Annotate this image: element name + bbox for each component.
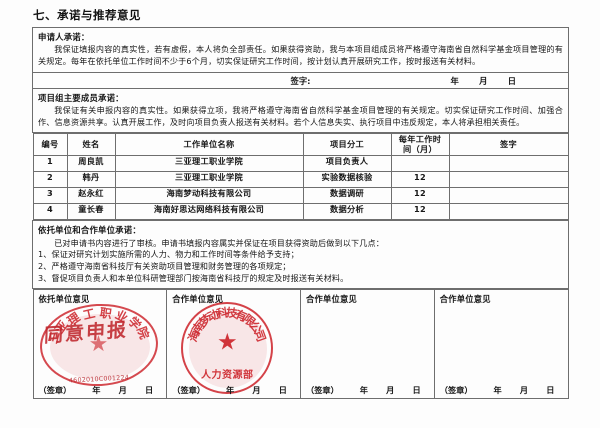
member-name: 周良凯 xyxy=(66,155,116,173)
member-hours xyxy=(390,155,450,173)
host-pledge-item-2: 2、严格遵守海南省科技厅有关资助项目管理和财务管理的各项规定； xyxy=(38,260,291,271)
host-pledge-intro: 已对申请书内容进行了审核。申请书填报内容属实并保证在项目获得资助后做到以下几点： xyxy=(54,237,384,248)
col-header-name: 姓名 xyxy=(66,133,116,157)
opinion-boxes-row: 依托单位意见 三亚理工职业学院 ★ 4602010C001224 同意申报 （签… xyxy=(32,289,569,400)
col-header-role-text: 项目分工 xyxy=(330,138,364,149)
member-signature[interactable] xyxy=(448,155,569,173)
page-title: 七、承诺与推荐意见 xyxy=(33,8,141,22)
opinion-box-title: 依托单位意见 xyxy=(38,294,90,305)
col-header-role: 项目分工 xyxy=(302,133,392,157)
table-row: 2 韩丹 三亚理工职业学院 实验数据核验 12 xyxy=(32,171,569,189)
seal-outer-ring xyxy=(181,302,274,395)
host-pledge-cell: 依托单位和合作单位承诺： 已对申请书内容进行了审核。申请书填报内容属实并保证在项… xyxy=(32,220,569,290)
applicant-pledge-row: 申请人承诺： 我保证填报内容的真实性，若有虚假，本人将负全部责任。如果获得资助，… xyxy=(32,27,569,73)
member-role: 数据调研 xyxy=(302,187,392,205)
member-table-header-row: 编号 姓名 工作单位名称 项目分工 每年工作时 间（ xyxy=(32,133,569,157)
seal-label: （签章） xyxy=(172,384,206,395)
company-seal-stamp: 海南梦动科技有限公司 ★ 人力资源部 xyxy=(181,302,274,395)
member-no: 1 xyxy=(32,155,68,173)
host-pledge-item-1: 1、保证对研究计划实施所需的人力、物力和工作时间等条件给予支持； xyxy=(38,249,299,260)
col-header-signature: 签字 xyxy=(448,133,569,157)
seal-label: （签章） xyxy=(439,384,473,395)
member-no: 3 xyxy=(32,187,68,205)
applicant-pledge-heading: 申请人承诺： xyxy=(38,32,90,42)
seal-department-text: 人力资源部 xyxy=(201,369,254,381)
member-org: 三亚理工职业学院 xyxy=(114,171,304,189)
opinion-box-footer: （签章） 年 月 日 xyxy=(301,383,434,396)
star-icon: ★ xyxy=(216,329,238,356)
member-pledge-row: 项目组主要成员承诺： 我保证有关申报内容的真实性。如果获得立项，我将严格遵守海南… xyxy=(32,87,569,134)
member-org: 海南好思达网络科技有限公司 xyxy=(114,203,304,221)
host-pledge-heading: 依托单位和合作单位承诺： xyxy=(38,225,141,236)
member-hours: 12 xyxy=(390,171,450,189)
col-header-signature-text: 签字 xyxy=(500,138,517,149)
opinion-box-title: 合作单位意见 xyxy=(439,294,491,305)
host-pledge-row: 依托单位和合作单位承诺： 已对申请书内容进行了审核。申请书填报内容属实并保证在项… xyxy=(32,220,569,290)
opinion-box-footer: （签章） 年 月 日 xyxy=(167,383,300,396)
opinion-box-title: 合作单位意见 xyxy=(172,294,224,305)
project-member-table: 编号 姓名 工作单位名称 项目分工 每年工作时 间（ xyxy=(32,133,569,221)
member-table-row: 编号 姓名 工作单位名称 项目分工 每年工作时 间（ xyxy=(32,133,569,221)
col-header-no: 编号 xyxy=(32,133,68,157)
member-hours: 12 xyxy=(390,203,450,221)
opinion-boxes-tr: 依托单位意见 三亚理工职业学院 ★ 4602010C001224 同意申报 （签… xyxy=(32,289,569,400)
opinion-box-partner-3[interactable]: 合作单位意见 （签章） 年 月 日 xyxy=(433,289,569,400)
table-row: 1 周良凯 三亚理工职业学院 项目负责人 xyxy=(32,155,569,173)
stamp-smudge xyxy=(189,310,268,389)
opinion-boxes-cell: 依托单位意见 三亚理工职业学院 ★ 4602010C001224 同意申报 （签… xyxy=(32,289,569,400)
table-row: 3 赵永红 海南梦动科技有限公司 数据调研 12 xyxy=(32,187,569,205)
member-role: 实验数据核验 xyxy=(302,171,392,189)
col-header-hours-line2: 间（月） xyxy=(403,143,437,154)
member-no: 2 xyxy=(32,171,68,189)
opinion-box-footer: （签章） 年 月 日 xyxy=(435,383,568,396)
date-label: 年 月 日 xyxy=(493,384,560,395)
opinion-box-partner-1[interactable]: 合作单位意见 海南梦动科技有限公司 ★ 人力资源部 （签章） 年 月 日 xyxy=(166,289,301,400)
member-hours: 12 xyxy=(390,187,450,205)
col-header-org: 工作单位名称 xyxy=(114,133,304,157)
seal-label: （签章） xyxy=(38,384,72,395)
date-label: 年 月 日 xyxy=(359,384,426,395)
member-table-cell: 编号 姓名 工作单位名称 项目分工 每年工作时 间（ xyxy=(32,133,569,221)
applicant-signature-cell: 签字: 年 月 日 xyxy=(32,71,569,89)
member-org: 海南梦动科技有限公司 xyxy=(114,187,304,205)
applicant-pledge-cell: 申请人承诺： 我保证填报内容的真实性，若有虚假，本人将负全部责任。如果获得资助，… xyxy=(32,27,569,73)
applicant-signature-row: 签字: 年 月 日 xyxy=(32,71,569,89)
member-pledge-heading: 项目组主要成员承诺： xyxy=(38,92,124,103)
date-label: 年 月 日 xyxy=(92,384,159,395)
member-signature[interactable] xyxy=(448,171,569,189)
opinion-box-host-unit[interactable]: 依托单位意见 三亚理工职业学院 ★ 4602010C001224 同意申报 （签… xyxy=(32,289,168,400)
opinion-box-partner-2[interactable]: 合作单位意见 （签章） 年 月 日 xyxy=(300,289,435,400)
member-role: 项目负责人 xyxy=(302,155,392,173)
col-header-hours-line1: 每年工作时 xyxy=(398,134,442,145)
member-pledge-body: 我保证有关申报内容的真实性。如果获得立项，我将严格遵守海南省自然科学基金项目管理… xyxy=(38,104,563,127)
col-header-no-text: 编号 xyxy=(41,138,59,149)
member-no: 4 xyxy=(32,203,68,221)
opinion-box-footer: （签章） 年 月 日 xyxy=(34,383,167,396)
opinion-boxes-table: 依托单位意见 三亚理工职业学院 ★ 4602010C001224 同意申报 （签… xyxy=(32,289,569,400)
member-name: 赵永红 xyxy=(66,187,116,205)
member-signature[interactable] xyxy=(448,187,569,205)
applicant-pledge-body: 我保证填报内容的真实性，若有虚假，本人将负全部责任。如果获得资助，我与本项目组成… xyxy=(38,44,563,66)
col-header-hours: 每年工作时 间（月） xyxy=(390,133,450,157)
promise-and-recommendation-form: 申请人承诺： 我保证填报内容的真实性，若有虚假，本人将负全部责任。如果获得资助，… xyxy=(32,27,569,400)
member-role: 数据分析 xyxy=(302,203,392,221)
applicant-signature-date-label: 年 月 日 xyxy=(450,75,522,86)
table-row: 4 童长春 海南好思达网络科技有限公司 数据分析 12 xyxy=(32,203,569,221)
member-name: 韩丹 xyxy=(66,171,116,189)
member-name: 童长春 xyxy=(66,203,116,221)
seal-label: （签章） xyxy=(306,384,339,395)
seal-ring-text: 海南梦动科技有限公司 xyxy=(185,305,269,345)
member-signature[interactable] xyxy=(448,203,569,221)
opinion-box-title: 合作单位意见 xyxy=(306,294,357,305)
member-pledge-cell: 项目组主要成员承诺： 我保证有关申报内容的真实性。如果获得立项，我将严格遵守海南… xyxy=(32,87,569,134)
handwritten-approval-text: 同意申报 xyxy=(43,319,128,348)
member-org: 三亚理工职业学院 xyxy=(114,155,304,173)
col-header-org-text: 工作单位名称 xyxy=(183,138,235,149)
applicant-signature-label: 签字: xyxy=(290,75,311,86)
col-header-name-text: 姓名 xyxy=(82,138,100,149)
date-label: 年 月 日 xyxy=(226,384,292,395)
host-pledge-item-3: 3、督促项目负责人和本单位科研管理部门按海南省科技厅的规定及时报送有关材料。 xyxy=(38,272,349,283)
